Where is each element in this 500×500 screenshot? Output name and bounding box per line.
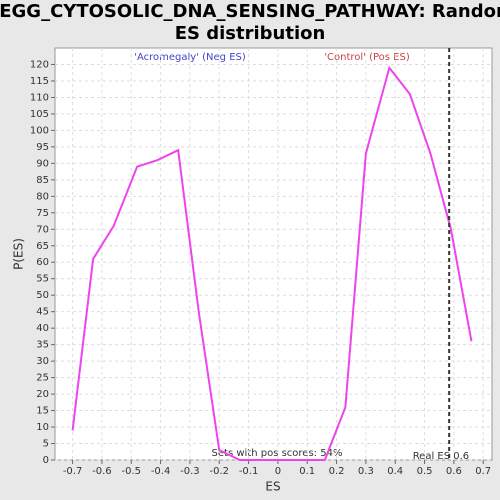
y-tick-label: 50 bbox=[36, 290, 49, 301]
y-tick-label: 95 bbox=[36, 142, 49, 153]
y-tick-label: 25 bbox=[36, 373, 49, 384]
x-tick-label: 0.5 bbox=[417, 466, 433, 477]
y-tick-label: 15 bbox=[36, 406, 49, 417]
x-tick-label: 0.3 bbox=[358, 466, 374, 477]
y-tick-label: 85 bbox=[36, 175, 49, 186]
y-tick-label: 70 bbox=[36, 224, 49, 235]
x-tick-label: 0.6 bbox=[446, 466, 462, 477]
y-tick-label: 20 bbox=[36, 389, 49, 400]
y-tick-label: 10 bbox=[36, 422, 49, 433]
y-tick-label: 5 bbox=[43, 439, 49, 450]
line bbox=[71, 65, 473, 461]
y-tick-label: 115 bbox=[30, 76, 49, 87]
y-tick-label: 105 bbox=[30, 109, 49, 120]
x-tick-label: -0.1 bbox=[239, 466, 259, 477]
x-tick-label: -0.2 bbox=[209, 466, 229, 477]
x-tick-label: -0.3 bbox=[180, 466, 200, 477]
y-tick-label: 65 bbox=[36, 241, 49, 252]
y-tick-label: 55 bbox=[36, 274, 49, 285]
x-axis-label: ES bbox=[265, 480, 280, 494]
y-axis-label: P(ES) bbox=[12, 238, 26, 270]
annotation: Sets with pos scores: 54% bbox=[212, 448, 343, 459]
y-tick-label: 0 bbox=[43, 455, 49, 466]
chart-title: KEGG_CYTOSOLIC_DNA_SENSING_PATHWAY: Rand… bbox=[0, 1, 500, 22]
y-tick-label: 120 bbox=[30, 59, 49, 70]
chart-title: ES distribution bbox=[175, 23, 326, 44]
x-tick-label: 0.7 bbox=[475, 466, 491, 477]
annotation: 'Control' (Pos ES) bbox=[324, 52, 410, 63]
x-tick-label: -0.4 bbox=[151, 466, 171, 477]
x-tick-label: -0.5 bbox=[121, 466, 141, 477]
annotation: 'Acromegaly' (Neg ES) bbox=[134, 52, 246, 63]
x-tick-label: 0.2 bbox=[329, 466, 345, 477]
y-tick-label: 110 bbox=[30, 92, 49, 103]
x-tick-label: 0 bbox=[275, 466, 281, 477]
real-es-label: Real ES 0.6 bbox=[413, 451, 469, 462]
x-tick-label: 0.4 bbox=[387, 466, 403, 477]
plot-area bbox=[54, 47, 493, 461]
y-tick-label: 40 bbox=[36, 323, 49, 334]
y-tick-label: 80 bbox=[36, 191, 49, 202]
y-tick-label: 75 bbox=[36, 208, 49, 219]
x-tick-label: -0.6 bbox=[92, 466, 112, 477]
y-tick-label: 30 bbox=[36, 356, 49, 367]
x-tick-label: -0.7 bbox=[63, 466, 83, 477]
y-tick-label: 35 bbox=[36, 340, 49, 351]
y-tick-label: 45 bbox=[36, 307, 49, 318]
y-tick-label: 60 bbox=[36, 257, 49, 268]
x-tick-label: 0.1 bbox=[299, 466, 315, 477]
y-tick-label: 100 bbox=[30, 125, 49, 136]
y-tick-label: 90 bbox=[36, 158, 49, 169]
